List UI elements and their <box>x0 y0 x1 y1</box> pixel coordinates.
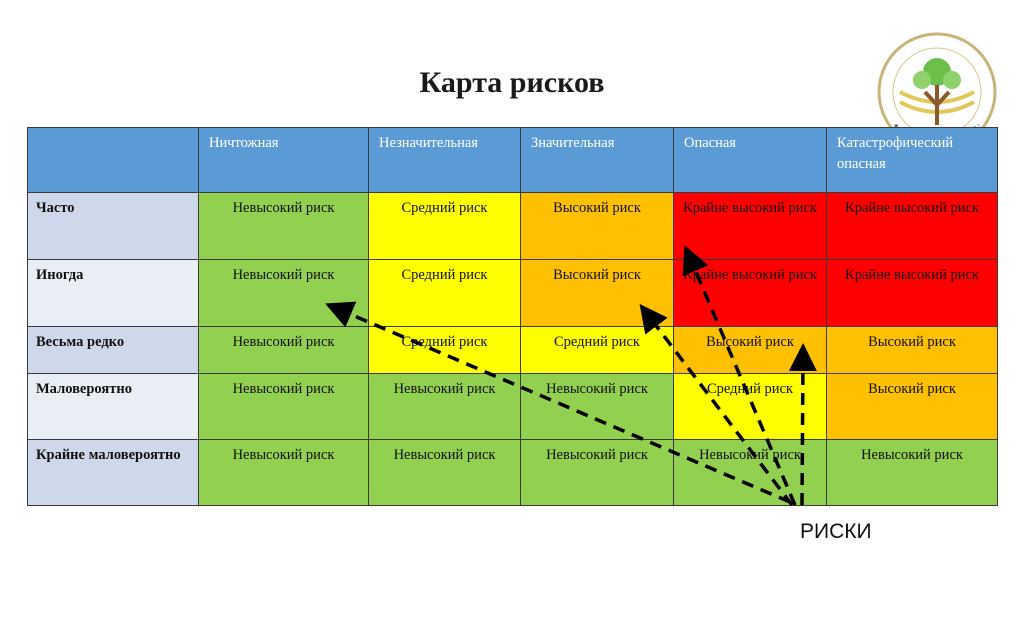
header-corner <box>27 127 199 193</box>
row-header: Крайне маловероятно <box>27 439 199 506</box>
risk-cell: Невысокий риск <box>826 439 998 506</box>
risk-cell: Высокий риск <box>826 326 998 374</box>
risk-cell: Невысокий риск <box>368 439 521 506</box>
risk-cell: Крайне высокий риск <box>673 259 827 327</box>
column-header: Незначительная <box>368 127 521 193</box>
risk-cell: Высокий риск <box>673 326 827 374</box>
risk-cell: Невысокий риск <box>673 439 827 506</box>
column-header: Ничтожная <box>198 127 369 193</box>
risk-cell: Невысокий риск <box>198 326 369 374</box>
row-header: Весьма редко <box>27 326 199 374</box>
annotation: РИСКИ <box>800 520 872 543</box>
row-header: Часто <box>27 192 199 260</box>
row-header: Маловероятно <box>27 373 199 440</box>
risk-cell: Средний риск <box>368 259 521 327</box>
risk-cell: Высокий риск <box>826 373 998 440</box>
risk-cell: Невысокий риск <box>198 259 369 327</box>
risk-cell: Крайне высокий риск <box>673 192 827 260</box>
column-header: Катастрофический опасная <box>826 127 998 193</box>
risk-cell: Невысокий риск <box>198 373 369 440</box>
risk-cell: Крайне высокий риск <box>826 259 998 327</box>
risk-cell: Невысокий риск <box>520 373 674 440</box>
column-header: Значительная <box>520 127 674 193</box>
risk-cell: Невысокий риск <box>198 192 369 260</box>
risk-cell: Невысокий риск <box>198 439 369 506</box>
risk-cell: Крайне высокий риск <box>826 192 998 260</box>
risk-cell: Средний риск <box>368 192 521 260</box>
risk-cell: Средний риск <box>368 326 521 374</box>
title: Карта рисков <box>419 66 605 99</box>
risk-cell: Высокий риск <box>520 192 674 260</box>
risk-cell: Высокий риск <box>520 259 674 327</box>
risk-cell: Средний риск <box>520 326 674 374</box>
risk-cell: Невысокий риск <box>520 439 674 506</box>
column-header: Опасная <box>673 127 827 193</box>
row-header: Иногда <box>27 259 199 327</box>
risk-cell: Невысокий риск <box>368 373 521 440</box>
risk-cell: Средний риск <box>673 373 827 440</box>
